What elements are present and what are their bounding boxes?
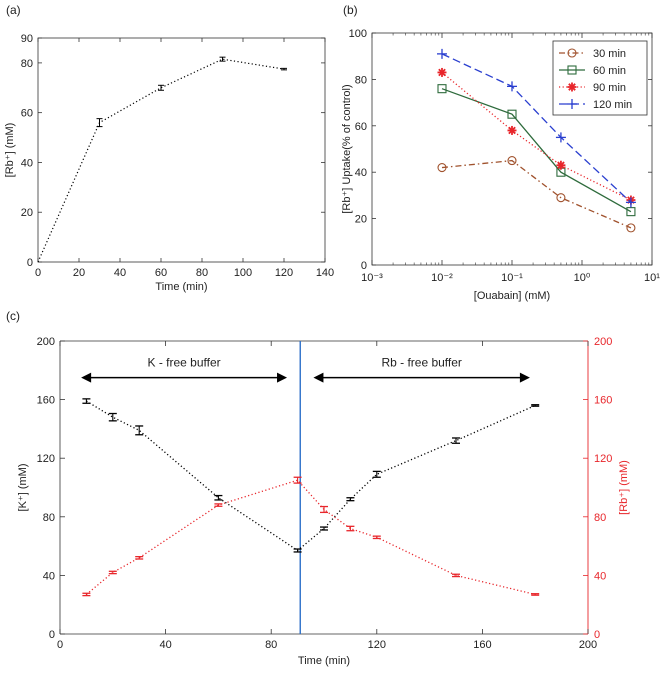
marker-square-b [626, 207, 636, 217]
arrow-head-left-c [313, 372, 324, 383]
x-tick-label-a: 100 [234, 267, 252, 279]
y-tick-label-b: 80 [355, 74, 367, 86]
y-axis-label-b: [Rb⁺] Uptake(% of control) [341, 84, 353, 213]
y-tick-label-left-c: 200 [37, 336, 55, 348]
arrow-head-right-c [519, 372, 530, 383]
legend-label-b: 120 min [593, 99, 632, 111]
x-tick-label-b: 10⁻² [431, 272, 453, 284]
legend-b: 30 min 60 min 90 min 120 min [552, 40, 648, 116]
y-axis-label-right-c: [Rb⁺] (mM) [618, 460, 630, 515]
y-tick-label-a: 20 [21, 207, 33, 219]
y-axis-label-left-c: [K⁺] (mM) [17, 464, 29, 512]
x-axis-label-a: Time (min) [155, 281, 207, 293]
series-line-b [441, 53, 632, 203]
marker-circle-b [626, 223, 636, 233]
y-tick-label-b: 20 [355, 214, 367, 226]
arrow-head-left-c [81, 372, 92, 383]
y-tick-label-left-c: 0 [49, 629, 55, 641]
marker-star-b [557, 161, 565, 170]
x-axis-label-c: Time (min) [298, 655, 350, 667]
x-tick-label-c: 200 [579, 639, 597, 651]
x-tick-label-a: 120 [275, 267, 293, 279]
series-line-b [441, 159, 632, 229]
y-tick-label-left-c: 40 [43, 570, 55, 582]
marker-circle-b [556, 193, 566, 203]
y-tick-label-a: 0 [27, 257, 33, 269]
x-tick-label-a: 60 [155, 267, 167, 279]
y-tick-label-right-c: 160 [594, 395, 612, 407]
marker-square-b [437, 84, 447, 94]
x-tick-label-a: 20 [73, 267, 85, 279]
y-tick-label-a: 40 [21, 157, 33, 169]
marker-square-b [567, 65, 577, 75]
y-tick-label-right-c: 80 [594, 512, 606, 524]
series-b [437, 156, 636, 233]
y-tick-label-right-c: 40 [594, 570, 606, 582]
x-tick-label-c: 0 [57, 639, 63, 651]
annotation-c: Rb - free buffer [313, 356, 530, 383]
x-tick-label-c: 40 [159, 639, 171, 651]
series-line-b [441, 88, 632, 213]
marker-star-b [438, 68, 446, 77]
marker-circle-b [507, 156, 517, 166]
y-tick-label-a: 90 [21, 33, 33, 45]
y-tick-label-right-c: 200 [594, 336, 612, 348]
y-tick-label-left-c: 120 [37, 453, 55, 465]
x-tick-label-b: 10¹ [644, 272, 660, 284]
panel-label-c: (c) [6, 309, 20, 323]
annotation-text-c: K - free buffer [148, 356, 221, 370]
panel-label-a: (a) [6, 3, 21, 17]
y-tick-label-a: 60 [21, 108, 33, 120]
arrow-head-right-c [277, 372, 288, 383]
y-tick-label-right-c: 0 [594, 629, 600, 641]
panel-b: (b) 10⁻³ 10⁻² 10⁻¹ 10⁰ 10¹ 0 20 40 60 80 100 [Ouabai… [341, 3, 660, 302]
y-tick-label-b: 0 [361, 260, 367, 272]
x-tick-label-c: 120 [368, 639, 386, 651]
y-tick-label-left-c: 160 [37, 395, 55, 407]
y-tick-label-b: 40 [355, 167, 367, 179]
y-tick-label-b: 60 [355, 121, 367, 133]
x-tick-label-b: 10⁰ [574, 272, 591, 284]
series-b [437, 48, 636, 208]
legend-label-b: 60 min [593, 65, 626, 77]
x-tick-label-b: 10⁻³ [361, 272, 383, 284]
series-c [82, 476, 540, 597]
y-tick-label-b: 100 [349, 28, 367, 40]
series-line-c [86, 400, 536, 552]
y-tick-label-left-c: 80 [43, 512, 55, 524]
annotation-c: K - free buffer [81, 356, 288, 383]
x-tick-label-c: 80 [265, 639, 277, 651]
marker-star-b [508, 126, 516, 135]
series-line-a [37, 58, 285, 263]
x-tick-label-a: 40 [114, 267, 126, 279]
y-tick-label-right-c: 120 [594, 453, 612, 465]
legend-label-b: 30 min [593, 48, 626, 60]
series-line-c [85, 479, 536, 596]
y-tick-label-a: 80 [21, 58, 33, 70]
annotation-text-c: Rb - free buffer [381, 356, 461, 370]
x-axis-label-b: [Ouabain] (mM) [474, 290, 550, 302]
plot-frame-a [37, 37, 326, 263]
series-c [82, 398, 540, 553]
marker-circle-b [437, 163, 447, 173]
x-tick-label-a: 0 [35, 267, 41, 279]
x-tick-label-a: 80 [196, 267, 208, 279]
legend-label-b: 90 min [593, 82, 626, 94]
marker-square-b [507, 109, 517, 119]
panel-a: (a) 0 20 40 60 80 100 120 140 0 20 40 60 80 90 Time (mi… [4, 3, 334, 293]
marker-circle-b [567, 48, 577, 58]
x-tick-label-c: 160 [473, 639, 491, 651]
x-tick-label-a: 140 [316, 267, 334, 279]
panel-label-b: (b) [343, 3, 358, 17]
y-axis-label-a: [Rb⁺] (mM) [4, 123, 16, 178]
series-b [437, 67, 636, 205]
marker-star-b [568, 83, 576, 91]
x-tick-label-b: 10⁻¹ [501, 272, 523, 284]
